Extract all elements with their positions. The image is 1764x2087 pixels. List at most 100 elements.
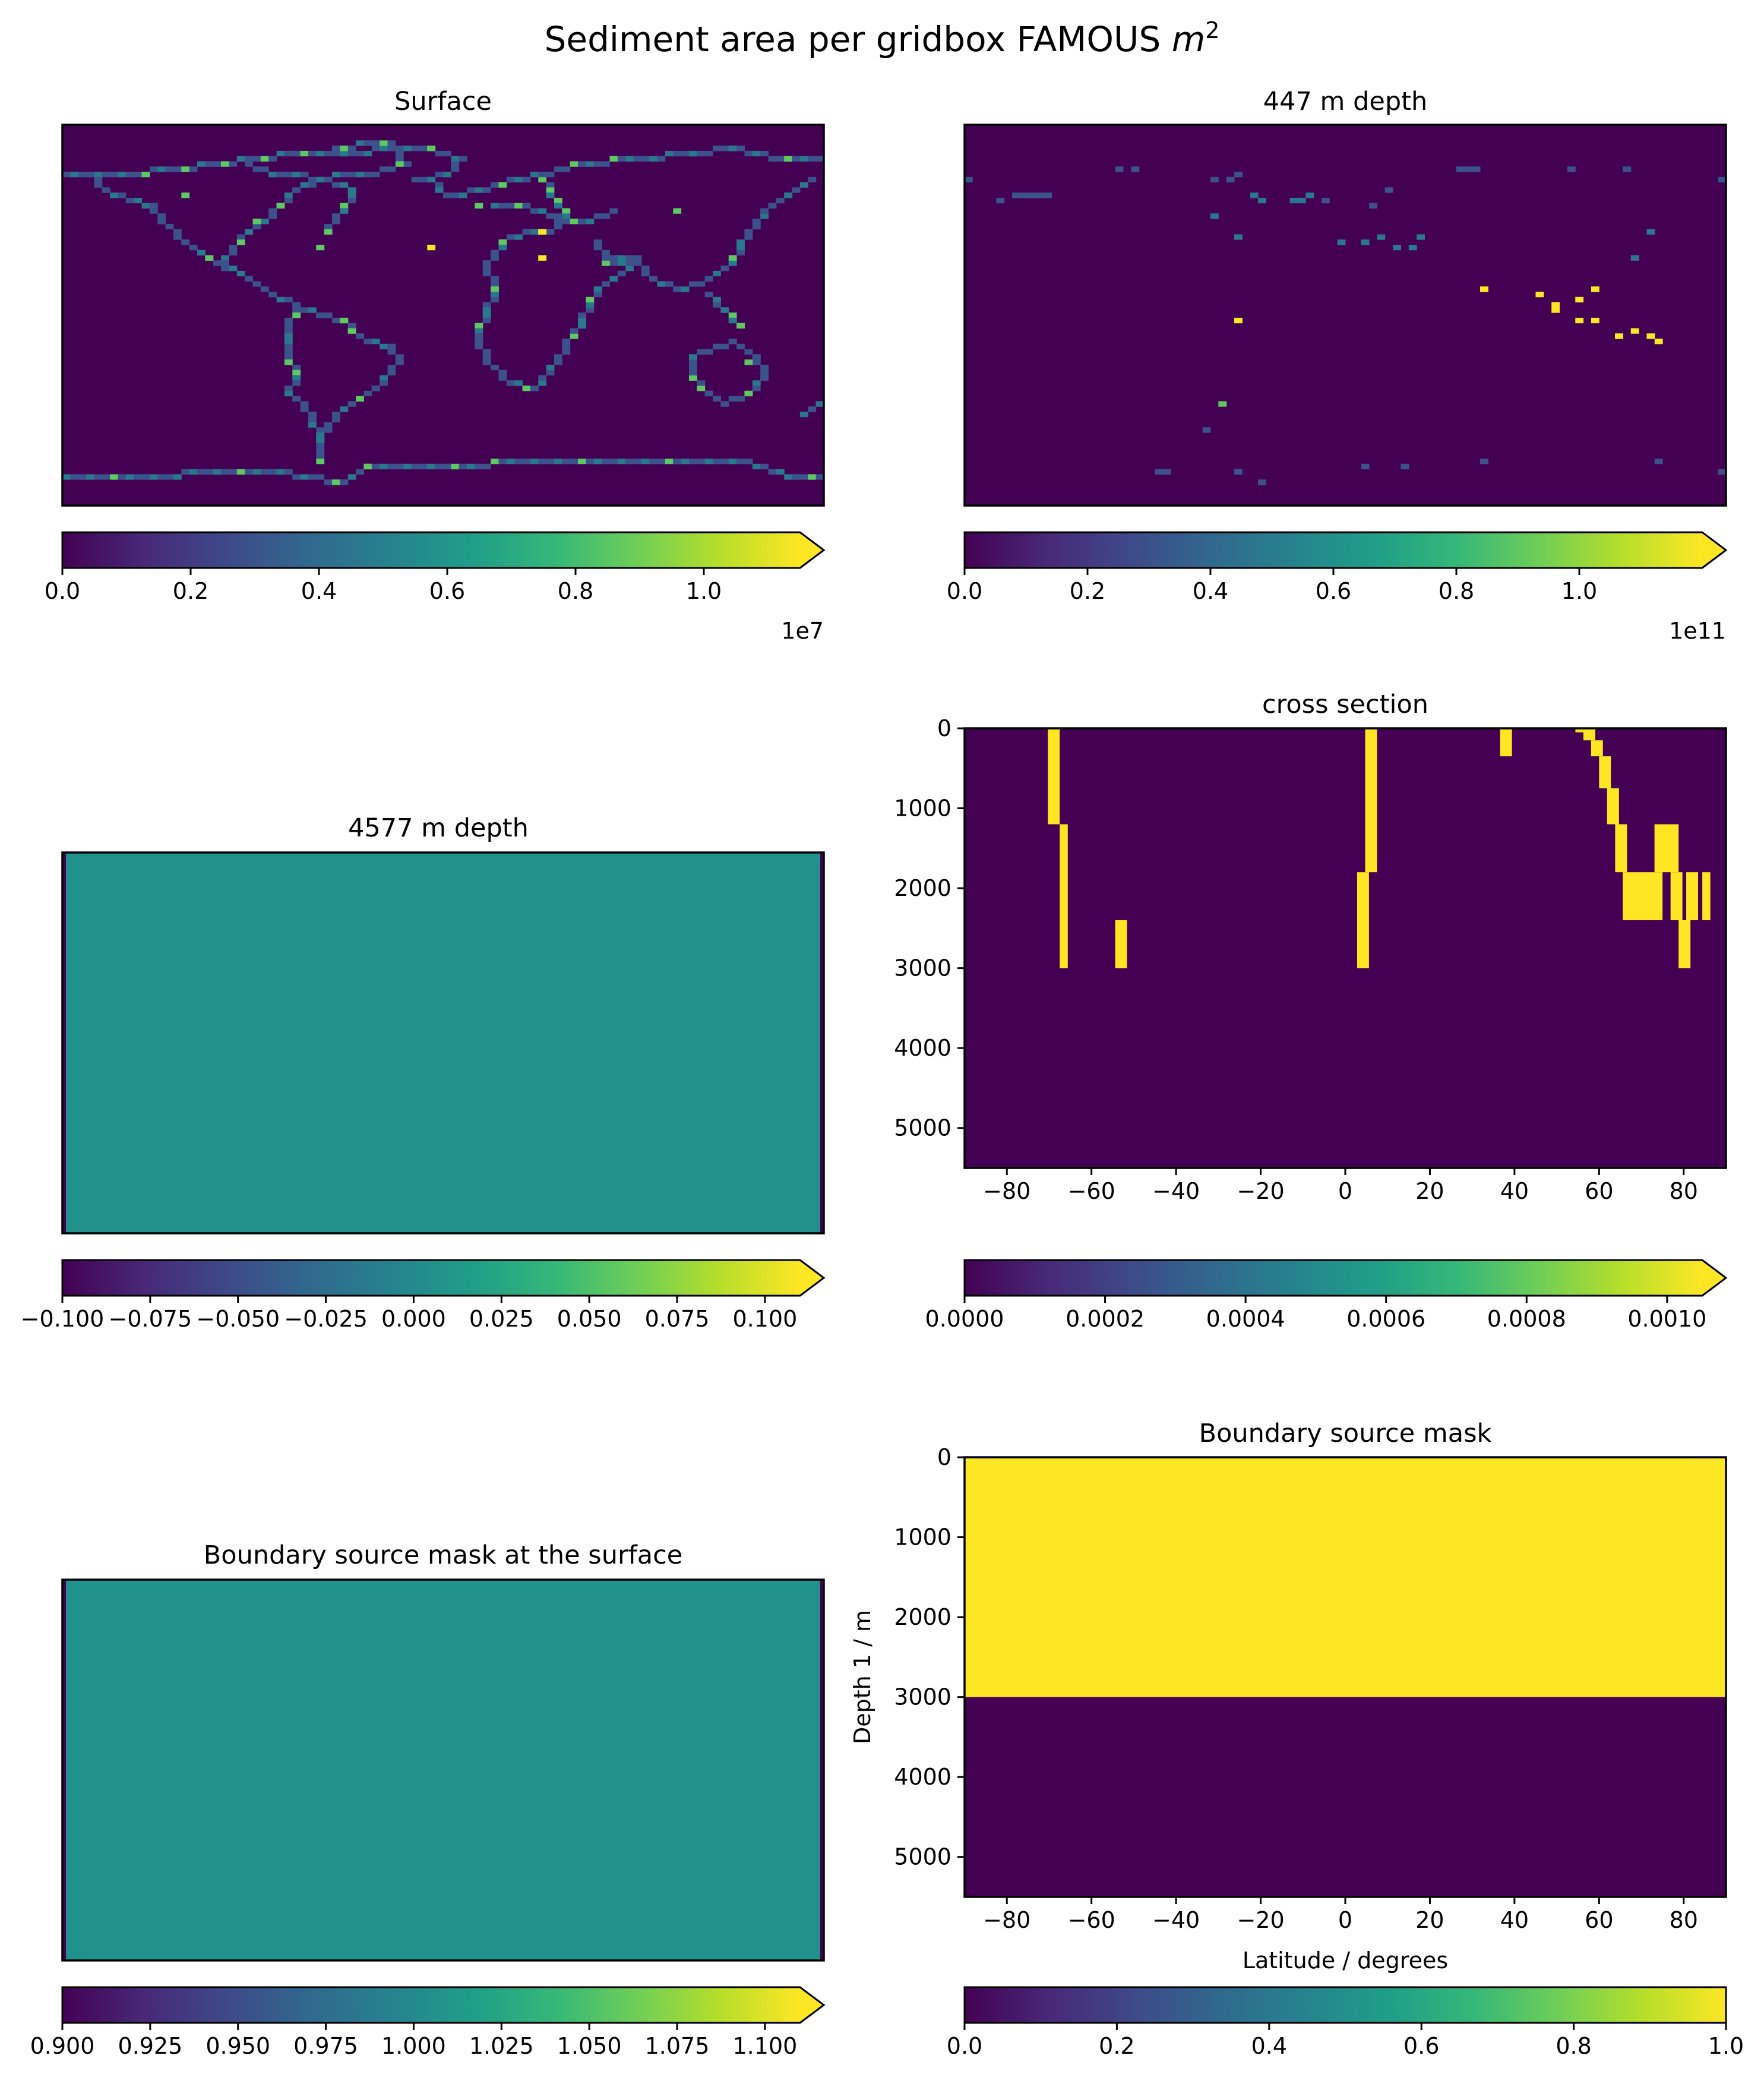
surface-cell: [728, 255, 737, 261]
surface-cell: [157, 166, 166, 172]
surface-cell: [292, 172, 301, 178]
mask-surface-field: [62, 1580, 824, 1960]
depth4577-panel: [61, 851, 825, 1234]
surface-cell: [213, 469, 222, 475]
surface-cell: [522, 176, 531, 183]
surface-cell: [815, 474, 824, 480]
surface-cell: [276, 469, 285, 475]
surface-cell: [118, 474, 127, 480]
mask-section-ylabel: Depth 1 / m: [849, 1610, 875, 1744]
surface-cell: [554, 359, 562, 365]
depth447-cell: [1321, 197, 1330, 204]
surface-cell: [776, 197, 785, 204]
surface-cell: [546, 192, 555, 198]
surface-cell: [554, 166, 562, 172]
surface-cell: [744, 349, 753, 355]
surface-cell: [363, 390, 372, 397]
cross-section-title: cross section: [1262, 690, 1428, 719]
surface-cell: [308, 182, 317, 188]
surface-cell: [641, 270, 650, 277]
surface-cell: [189, 244, 198, 251]
depth447-cell: [1417, 234, 1425, 240]
depth447-colorbar: 0.0 0.2 0.4 0.6 0.8 1.0: [947, 531, 1728, 604]
surface-cell: [475, 187, 483, 193]
surface-cell: [498, 182, 507, 188]
mask-section-xlabel: Latitude / degrees: [1243, 1947, 1448, 1974]
surface-cell: [641, 266, 650, 271]
surface-cell: [482, 260, 491, 266]
surface-cell: [356, 469, 364, 475]
surface-cell: [197, 250, 206, 256]
cross-section-cell: [1357, 872, 1369, 968]
surface-cell: [284, 390, 293, 397]
surface-cell: [665, 458, 674, 465]
surface-cell: [451, 166, 460, 172]
surface-cell: [141, 474, 150, 480]
surface-cell: [482, 307, 491, 313]
surface-cell: [205, 161, 214, 167]
surface-cell: [387, 166, 396, 172]
surface-cell: [546, 187, 555, 193]
figure-title-main: Sediment area per gridbox FAMOUS: [545, 19, 1172, 59]
figure-title-exponent: 2: [1205, 17, 1219, 43]
surface-cell: [728, 396, 737, 402]
surface-cell: [602, 255, 610, 261]
surface-cell: [245, 156, 253, 162]
surface-cell: [633, 255, 642, 261]
y-tick-label: 3000: [894, 1684, 951, 1710]
depth447-cell: [1012, 192, 1020, 198]
surface-cell: [110, 192, 118, 198]
depth447-cell: [1234, 317, 1243, 324]
surface-cell: [617, 458, 626, 465]
x-tick-label: 60: [1585, 1907, 1613, 1933]
surface-cell: [94, 172, 103, 178]
surface-cell: [498, 244, 507, 251]
surface-cell: [435, 172, 444, 178]
surface-cell: [260, 156, 269, 162]
surface-cell: [799, 474, 808, 480]
cross-section-cell: [1670, 872, 1683, 920]
colorbar-tick-label: 0.0: [947, 2033, 982, 2059]
surface-cell: [522, 386, 531, 391]
depth447-cell: [1384, 187, 1393, 193]
surface-cell: [546, 182, 555, 188]
surface-cell: [530, 386, 539, 391]
surface-cell: [482, 317, 491, 324]
cross-section-cell: [1060, 824, 1068, 968]
surface-cell: [324, 422, 333, 428]
surface-cell: [609, 208, 618, 214]
surface-cell: [371, 463, 380, 470]
surface-cell: [673, 286, 682, 292]
surface-cell: [236, 469, 245, 475]
surface-cell: [538, 255, 547, 261]
surface-cell: [300, 307, 309, 313]
surface-cell: [229, 161, 238, 167]
cross-section-panel: −80 −60 −40 −20 0 20 40 60 80 0 1000 2000 3000 4000 50…: [894, 715, 1727, 1204]
surface-cell: [554, 219, 562, 225]
surface-cell: [760, 370, 769, 375]
x-tick-label: −20: [1237, 1178, 1284, 1204]
surface-cell: [141, 203, 150, 209]
surface-cell: [363, 172, 372, 178]
surface-cell: [213, 260, 222, 266]
surface-cell: [617, 270, 626, 277]
colorbar-tick-label: 0.950: [206, 2033, 270, 2059]
y-tick-label: 4000: [894, 1035, 951, 1061]
surface-cell: [760, 364, 769, 371]
surface-cell: [713, 270, 721, 277]
surface-cell: [760, 213, 769, 219]
colorbar-tick-label: 1.0: [1708, 2033, 1744, 2059]
surface-cell: [419, 463, 428, 470]
cross-section-axes: −80 −60 −40 −20 0 20 40 60 80 0 1000 2000 3000 4000 50…: [894, 715, 1698, 1204]
surface-cell: [213, 161, 222, 167]
surface-cell: [720, 458, 729, 465]
depth447-colorbar-offset: 1e11: [1669, 618, 1726, 644]
colorbar-tick-label: 0.050: [557, 1306, 622, 1332]
surface-cell: [704, 276, 713, 282]
surface-cell: [245, 469, 253, 475]
surface-cell: [641, 458, 650, 465]
surface-cell: [252, 156, 261, 162]
surface-cell: [221, 161, 229, 167]
colorbar-tick-label: 1.0: [1561, 578, 1597, 604]
